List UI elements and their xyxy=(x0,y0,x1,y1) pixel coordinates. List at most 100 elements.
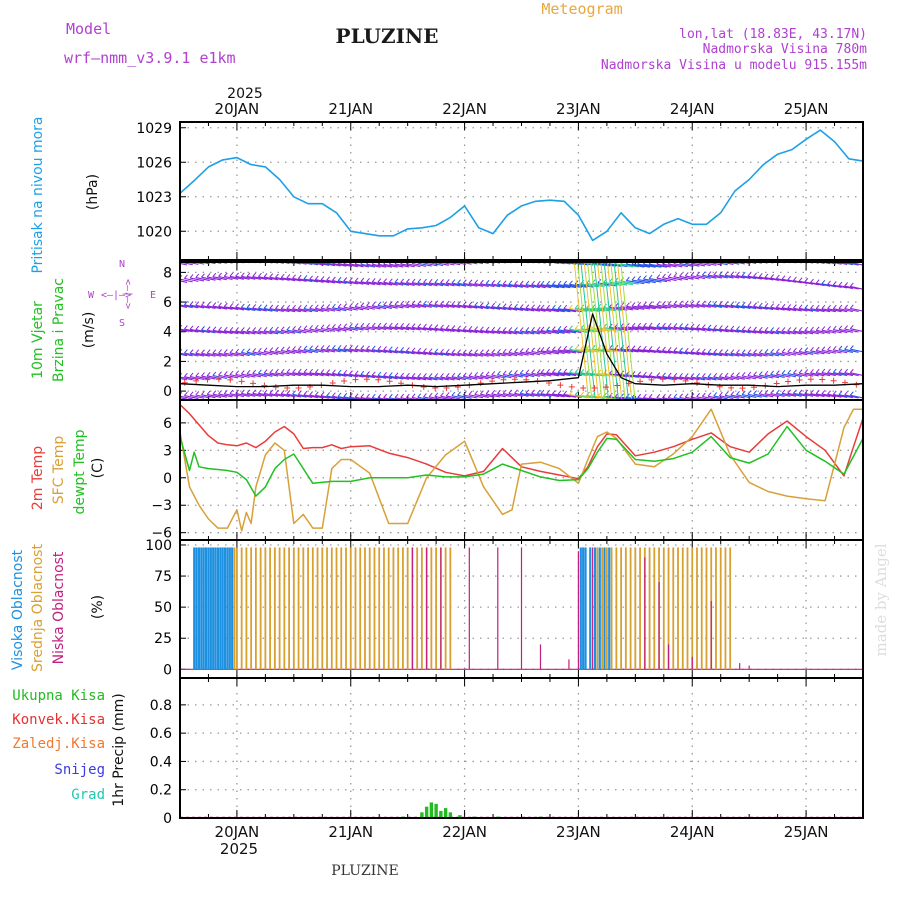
wind-storm-streak xyxy=(583,263,599,399)
wind-barb xyxy=(838,328,854,333)
wind-barb-tip xyxy=(240,272,245,277)
wind-barb-tip xyxy=(648,393,653,399)
wind-barb-tip xyxy=(195,325,200,330)
wind-barb xyxy=(552,393,571,398)
wind-barb-tip xyxy=(643,393,647,399)
wind-barb-tip xyxy=(574,368,579,373)
wind-barb xyxy=(702,351,717,356)
altitude-label: Nadmorska Visina 780m xyxy=(703,42,868,57)
wind-barb-tip xyxy=(707,324,712,329)
wind-barb xyxy=(326,348,341,353)
wind-barb xyxy=(827,372,842,377)
wind-barb-tip xyxy=(440,373,444,378)
bottom-date-label: 24JAN xyxy=(670,823,715,841)
wind-barb-tip xyxy=(417,278,422,283)
wind-gust-marker xyxy=(329,379,336,386)
wind-barb-tip xyxy=(297,368,302,373)
wind-barb-tip xyxy=(286,346,291,351)
wind-barb-tip xyxy=(536,389,541,394)
wind-barb-tip xyxy=(551,390,556,395)
wind-barb-tip xyxy=(252,348,257,353)
wind-barb-tip xyxy=(189,325,194,330)
cloud-mid-bar xyxy=(648,547,651,670)
wind-barb xyxy=(292,371,307,377)
wind-barb xyxy=(497,374,512,379)
wind-barb xyxy=(631,279,651,284)
wind-barb-tip xyxy=(838,281,843,286)
wind-barb-tip xyxy=(405,372,410,378)
wind-barb xyxy=(212,276,227,281)
wind-barb xyxy=(668,263,683,268)
cloud-mid-bar xyxy=(278,547,281,670)
wind-barb-tip xyxy=(326,369,331,374)
wind-barb xyxy=(707,303,723,308)
model-label: Model xyxy=(66,20,111,38)
precip-ytick-label: 0 xyxy=(163,811,172,827)
wind-barb-tip xyxy=(656,322,661,327)
wind-barb xyxy=(406,376,421,381)
wind-barb xyxy=(355,280,370,285)
wind-barb xyxy=(850,307,863,312)
wind-barb-tip xyxy=(713,300,718,305)
wind-barb-tip xyxy=(546,389,551,395)
wind-barb-tip xyxy=(257,272,262,278)
wind-barb-tip xyxy=(696,323,701,329)
wind-barb-tip xyxy=(275,273,279,278)
wind-barb-tip xyxy=(798,389,803,394)
wind-barb-tip xyxy=(730,301,735,306)
wind-barb-tip xyxy=(753,326,757,331)
wind-barb-tip xyxy=(411,393,416,398)
wind-barb xyxy=(298,308,313,313)
wind-barb-tip xyxy=(223,349,228,354)
wind-barb-tip xyxy=(314,368,319,374)
wind-barb-tip xyxy=(212,349,217,354)
wind-barb xyxy=(753,329,768,335)
wind-barb xyxy=(575,372,594,377)
wind-barb-tip xyxy=(736,271,740,276)
wind-barb-tip xyxy=(514,280,518,285)
wind-barb xyxy=(742,352,757,357)
wind-barb-tip xyxy=(637,301,642,307)
wind-barb-tip xyxy=(679,347,683,352)
wind-barb xyxy=(497,352,512,357)
wind-barb-tip xyxy=(656,393,661,399)
wind-barb xyxy=(394,326,410,331)
wind-barb-tip xyxy=(434,348,439,353)
wind-barb xyxy=(292,349,307,354)
wind-barb-tip xyxy=(457,301,461,306)
legend-total-rain: Ukupna Kisa xyxy=(12,688,105,704)
wind-gust-marker xyxy=(477,380,484,387)
wind-barb-tip xyxy=(508,327,513,332)
wind-barb xyxy=(275,393,290,398)
wind-barb-tip xyxy=(400,278,405,283)
wind-barb-tip xyxy=(701,300,706,305)
wind-barb-tip xyxy=(557,346,562,351)
wind-barb-tip xyxy=(775,274,780,279)
wind-barb xyxy=(377,281,393,286)
wind-barb-tip xyxy=(201,301,205,306)
wind-barb-tip xyxy=(684,272,689,277)
wind-barb xyxy=(337,395,353,400)
wind-barb-tip xyxy=(531,304,535,309)
wind-barb-tip xyxy=(394,278,399,283)
wind-barb-tip xyxy=(747,302,752,307)
cloud-mid-bar xyxy=(383,547,385,670)
cloud-mid-bar xyxy=(335,547,338,670)
wind-barb-tip xyxy=(479,390,484,395)
wind-barb xyxy=(690,262,706,267)
wind-barb xyxy=(753,352,768,357)
wind-barb xyxy=(724,375,740,381)
wind-barb-tip xyxy=(679,372,683,378)
wind-barb-tip xyxy=(736,372,740,377)
wind-barb-tip xyxy=(423,300,427,305)
precip-bar xyxy=(429,802,434,818)
cloud-mid-bar xyxy=(700,547,703,670)
wind-barb xyxy=(332,307,347,312)
cloud-mid-bar xyxy=(444,547,447,670)
cloud-mid-bar xyxy=(378,547,381,670)
wind-barb xyxy=(491,393,506,398)
wind-barb xyxy=(730,394,745,399)
wind-barb-tip xyxy=(557,368,562,373)
wind-barb-tip xyxy=(360,322,365,328)
cloud-high-bar xyxy=(589,547,592,670)
